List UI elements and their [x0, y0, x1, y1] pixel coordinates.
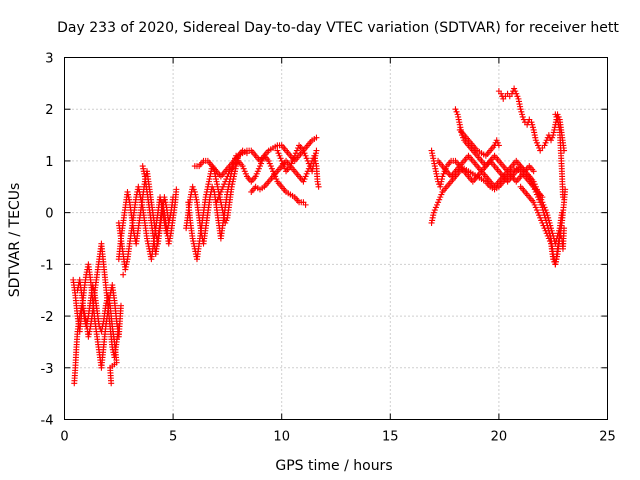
x-axis-label: GPS time / hours — [275, 458, 392, 474]
y-tick-label: -4 — [41, 414, 54, 429]
chart-title: Day 233 of 2020, Sidereal Day-to-day VTE… — [57, 20, 619, 36]
x-tick-label: 0 — [60, 430, 68, 445]
x-tick-label: 5 — [169, 430, 177, 445]
x-tick-label: 10 — [273, 430, 290, 445]
y-tick-label: 1 — [45, 155, 53, 170]
y-tick-label: -2 — [41, 310, 54, 325]
series-tracks-early — [70, 163, 179, 386]
data-point — [120, 272, 126, 278]
x-tick-label: 15 — [382, 430, 399, 445]
y-tick-label: -1 — [41, 258, 54, 273]
y-tick-label: -3 — [41, 362, 54, 377]
y-axis-label: SDTVAR / TECUs — [7, 183, 23, 298]
y-tick-label: 2 — [45, 103, 53, 118]
data-points — [70, 86, 568, 387]
y-tick-label: 0 — [45, 207, 53, 222]
y-tick-label: 3 — [45, 52, 53, 67]
tick-labels: 0 5 10 15 20 25 -4 -3 -2 -1 0 1 2 3 — [41, 52, 616, 445]
x-tick-label: 20 — [491, 430, 508, 445]
sdtvar-chart: Day 233 of 2020, Sidereal Day-to-day VTE… — [0, 0, 640, 480]
series-tracks-evening — [429, 86, 569, 268]
x-tick-label: 25 — [599, 430, 616, 445]
series-tracks-midday — [183, 135, 321, 263]
